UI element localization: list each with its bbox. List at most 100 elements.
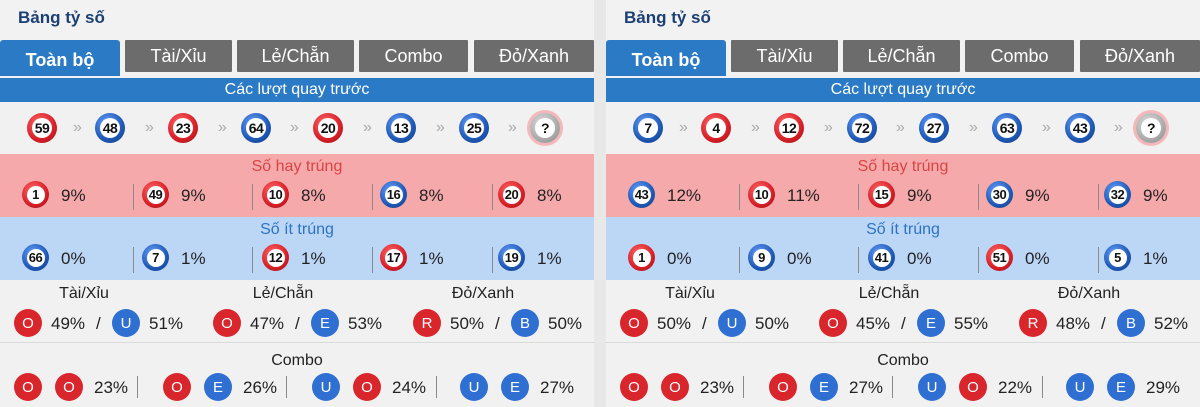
tab-tai-xiu[interactable]: Tài/Xỉu: [125, 40, 232, 72]
hit-percentage: 9%: [1143, 186, 1168, 205]
number-ball: 16: [380, 181, 407, 208]
number-stat-cell: 30 9%: [986, 180, 1104, 212]
ratio-percentage-a: 48%: [1056, 314, 1091, 333]
divider: [1098, 247, 1099, 273]
number-stat-cell: 9 0%: [748, 243, 866, 275]
ratio-group-label: Tài/Xỉu: [59, 285, 109, 302]
double-chevron-right-icon: »: [751, 119, 760, 136]
hit-percentage: 12%: [667, 186, 702, 205]
number-ball: 32: [1104, 181, 1131, 208]
combo-chip-b: O: [55, 373, 83, 401]
hit-percentage: 9%: [61, 186, 86, 205]
tab-le-chan[interactable]: Lẻ/Chẵn: [237, 40, 354, 72]
ball-number: 49: [146, 185, 165, 204]
ball-number: ?: [1141, 118, 1161, 138]
combo-label: Combo: [877, 352, 929, 369]
divider: [133, 247, 134, 273]
number-ball: 9: [748, 244, 775, 271]
combo-chip-a: U: [918, 373, 946, 401]
combo-chip-b: E: [204, 373, 232, 401]
tab-all[interactable]: Toàn bộ: [0, 40, 120, 76]
combo-chip-a: O: [163, 373, 191, 401]
ball-number: 23: [173, 118, 193, 138]
combo-percentage: 24%: [392, 378, 427, 397]
number-stat-cell: 5 1%: [1104, 243, 1200, 275]
number-ball: 51: [986, 244, 1013, 271]
ratio-slash: /: [96, 314, 101, 333]
double-chevron-right-icon: »: [969, 119, 978, 136]
recent-draws-header: Các lượt quay trước: [606, 78, 1200, 102]
ball-number: ?: [535, 118, 555, 138]
hit-percentage: 8%: [301, 186, 326, 205]
ratio-chip-b: B: [1117, 309, 1145, 337]
tab-combo[interactable]: Combo: [359, 40, 468, 72]
divider: [137, 376, 138, 398]
hit-percentage: 0%: [1025, 249, 1050, 268]
number-ball: 64: [241, 113, 271, 143]
hot-numbers-header: Số hay trúng: [857, 158, 949, 175]
recent-draws-row: 59 48 23 64 20 13 25? » » » » » » »: [0, 102, 594, 154]
combo-chip-b: O: [959, 373, 987, 401]
divider: [858, 184, 859, 210]
number-ball: 17: [380, 244, 407, 271]
tab-bar: Toàn bộ Tài/Xỉu Lẻ/Chẵn Combo Đỏ/Xanh: [606, 40, 1200, 101]
combo-percentage: 27%: [849, 378, 884, 397]
combo-percentage: 27%: [540, 378, 575, 397]
combo-chip-b: E: [810, 373, 838, 401]
number-stat-cell: 10 8%: [262, 180, 380, 212]
divider: [1098, 184, 1099, 210]
tab-combo[interactable]: Combo: [965, 40, 1074, 72]
tab-do-xanh[interactable]: Đỏ/Xanh: [474, 40, 594, 72]
number-stat-cell: 15 9%: [868, 180, 986, 212]
tab-bar: Toàn bộ Tài/Xỉu Lẻ/Chẵn Combo Đỏ/Xanh: [0, 40, 594, 101]
hot-numbers-section: Số hay trúng 43 12% 10 11% 15 9% 30 9% 32 9%: [606, 154, 1200, 217]
panel-title: Bảng tỷ số: [624, 8, 711, 27]
divider: [492, 184, 493, 210]
ball-number: 63: [997, 118, 1017, 138]
ball-number: 7: [146, 248, 165, 267]
ball-number: 43: [632, 185, 651, 204]
combo-chip-a: O: [14, 373, 42, 401]
ball-number: 66: [26, 248, 45, 267]
divider: [252, 184, 253, 210]
ratio-chip-b: E: [917, 309, 945, 337]
number-stat-cell: 43 12%: [628, 180, 746, 212]
number-ball: 5: [1104, 244, 1131, 271]
double-chevron-right-icon: »: [896, 119, 905, 136]
number-stat-cell: 49 9%: [142, 180, 260, 212]
hot-numbers-header: Số hay trúng: [251, 158, 343, 175]
double-chevron-right-icon: »: [824, 119, 833, 136]
number-stat-cell: 19 1%: [498, 243, 594, 275]
divider: [252, 247, 253, 273]
tab-do-xanh[interactable]: Đỏ/Xanh: [1080, 40, 1200, 72]
number-stat-cell: 10 11%: [748, 180, 866, 212]
ball-number: 19: [502, 248, 521, 267]
hit-percentage: 1%: [419, 249, 444, 268]
double-chevron-right-icon: »: [73, 119, 82, 136]
number-ball: 10: [262, 181, 289, 208]
number-ball: 15: [868, 181, 895, 208]
ball-number: 30: [990, 185, 1009, 204]
ball-number: 20: [502, 185, 521, 204]
hit-percentage: 8%: [419, 186, 444, 205]
ball-number: 15: [872, 185, 891, 204]
ratio-slash: /: [1101, 314, 1106, 333]
next-draw-ball: ?: [530, 113, 560, 143]
ball-number: 51: [990, 248, 1009, 267]
number-stat-cell: 7 1%: [142, 243, 260, 275]
divider: [492, 247, 493, 273]
number-ball: 49: [142, 181, 169, 208]
ratio-group-label: Lẻ/Chẵn: [252, 285, 314, 302]
ratio-chip-b: U: [718, 309, 746, 337]
tab-le-chan[interactable]: Lẻ/Chẵn: [843, 40, 960, 72]
ratio-chip-a: O: [14, 309, 42, 337]
tab-tai-xiu[interactable]: Tài/Xỉu: [731, 40, 838, 72]
cold-numbers-header: Số ít trúng: [260, 221, 334, 238]
tab-all[interactable]: Toàn bộ: [606, 40, 726, 76]
number-ball: 20: [498, 181, 525, 208]
ball-number: 41: [872, 248, 891, 267]
ratio-slash: /: [702, 314, 707, 333]
ratio-slash: /: [901, 314, 906, 333]
combo-percentage: 23%: [94, 378, 129, 397]
